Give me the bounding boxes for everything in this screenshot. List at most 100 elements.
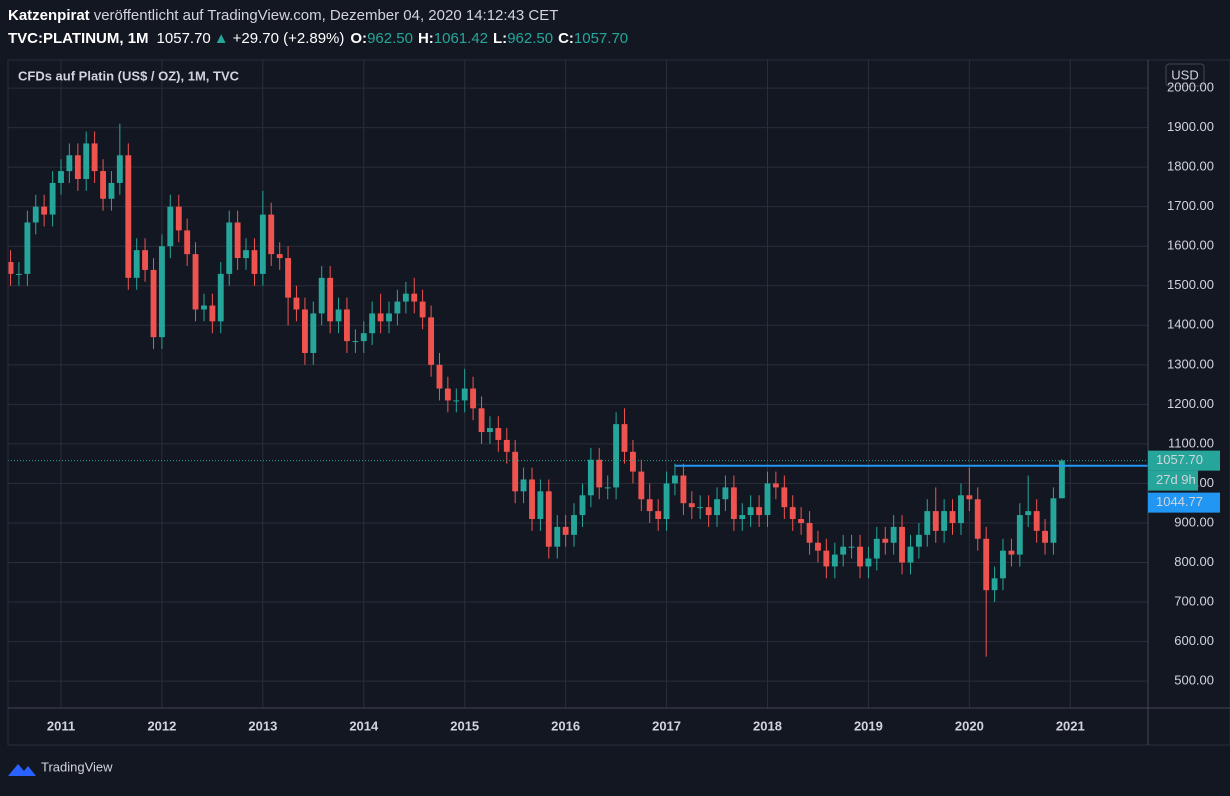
candle-body (991, 578, 998, 591)
candle-body (587, 459, 594, 496)
candle-body (974, 499, 981, 539)
l-label: L: (493, 30, 507, 47)
plot (7, 60, 1148, 708)
header-line2: TVC:PLATINUM, 1M 1057.70 ▲ +29.70 (+2.89%) O… (8, 30, 628, 47)
candle-body (209, 305, 216, 322)
candle-body (705, 507, 712, 516)
candle-body (201, 305, 207, 310)
candle-body (1025, 511, 1032, 516)
candle-body (529, 479, 535, 520)
candle-body (840, 546, 847, 555)
candle-body (167, 206, 174, 247)
candle-body (924, 511, 931, 535)
candle-body (688, 503, 695, 508)
y-tick-label: 1100.00 (1168, 435, 1214, 450)
candle-body (865, 558, 872, 567)
candle-body (15, 273, 22, 275)
candle-body (343, 309, 350, 342)
candle-body (49, 182, 56, 215)
candle-body (1033, 511, 1040, 531)
candle-body (571, 515, 577, 535)
candle-body (58, 171, 64, 183)
candle-body (436, 364, 443, 389)
candle-body (487, 428, 493, 433)
candle-body (672, 475, 678, 484)
candle-body (327, 277, 334, 322)
candle-body (772, 483, 779, 488)
candle-body (756, 507, 763, 516)
candle-body (495, 428, 502, 440)
x-tick-label: 2012 (147, 718, 176, 733)
candle-body (697, 507, 704, 509)
last-price-label: 1057.70 (1156, 452, 1203, 467)
candle-body (302, 309, 308, 353)
candle-body (1042, 530, 1048, 543)
x-tick-label: 2014 (349, 718, 379, 733)
candle-body (579, 495, 586, 516)
candle-body (419, 301, 426, 318)
x-tick-label: 2017 (652, 718, 681, 733)
c-value: 1057.70 (574, 30, 628, 47)
y-tick-label: 1600.00 (1167, 238, 1214, 253)
candle-body (1050, 498, 1057, 543)
candle-body (823, 550, 830, 567)
author: Katzenpirat (8, 7, 90, 24)
x-tick-label: 2016 (551, 718, 580, 733)
candle-body (74, 155, 81, 180)
candle-body (680, 475, 687, 504)
candle-body (453, 400, 460, 402)
candle-body (596, 459, 603, 488)
candle-body (310, 313, 317, 353)
candle-body (369, 313, 376, 334)
candle-body (739, 515, 746, 520)
x-tick-label: 2015 (450, 718, 479, 733)
candle-body (217, 273, 224, 322)
candle-body (730, 487, 737, 520)
candle-body (411, 293, 418, 302)
candle-body (335, 309, 342, 322)
candle-body (175, 206, 182, 231)
candle-body (848, 546, 855, 548)
candle-body (831, 554, 838, 567)
candle-body (293, 297, 300, 310)
countdown-box (1148, 470, 1198, 491)
candle-body (461, 388, 468, 401)
candle-body (394, 301, 401, 314)
x-tick-label: 2020 (955, 718, 984, 733)
candle-body (158, 246, 165, 338)
h-value: 1061.42 (434, 30, 488, 47)
hline-price-label: 1044.77 (1156, 494, 1203, 509)
change: +29.70 (+2.89%) (233, 30, 345, 47)
candle-body (764, 483, 771, 516)
candle-body (285, 258, 292, 298)
candle-body (545, 491, 552, 547)
header-line1: Katzenpirat veröffentlicht auf TradingVie… (8, 7, 558, 24)
countdown-label: 27d 9h (1156, 472, 1196, 487)
candle-body (192, 254, 199, 310)
candle-body (1016, 515, 1023, 555)
candle-body (259, 214, 266, 274)
y-tick-label: 1400.00 (1167, 317, 1214, 332)
candle-body (444, 388, 451, 401)
candle-body (184, 230, 191, 255)
candle-body (562, 526, 569, 535)
candle-body (907, 546, 914, 563)
candle-body (133, 250, 140, 278)
candle-body (83, 143, 90, 180)
candle-body (276, 254, 283, 259)
hline-price-box (1148, 492, 1220, 513)
candle-body (142, 250, 148, 270)
y-tick-label: 1800.00 (1167, 159, 1214, 174)
y-tick-label: 1500.00 (1167, 277, 1214, 292)
candle-body (520, 479, 527, 492)
candle-body (630, 451, 636, 472)
chart-title: CFDs auf Platin (US$ / OZ), 1M, TVC (18, 68, 240, 83)
h-label: H: (418, 30, 434, 47)
candle-body (116, 155, 123, 183)
candle-body (352, 341, 359, 343)
y-tick-label: 1900.00 (1167, 119, 1214, 134)
candle-body (554, 526, 561, 547)
candle-body (91, 143, 98, 172)
